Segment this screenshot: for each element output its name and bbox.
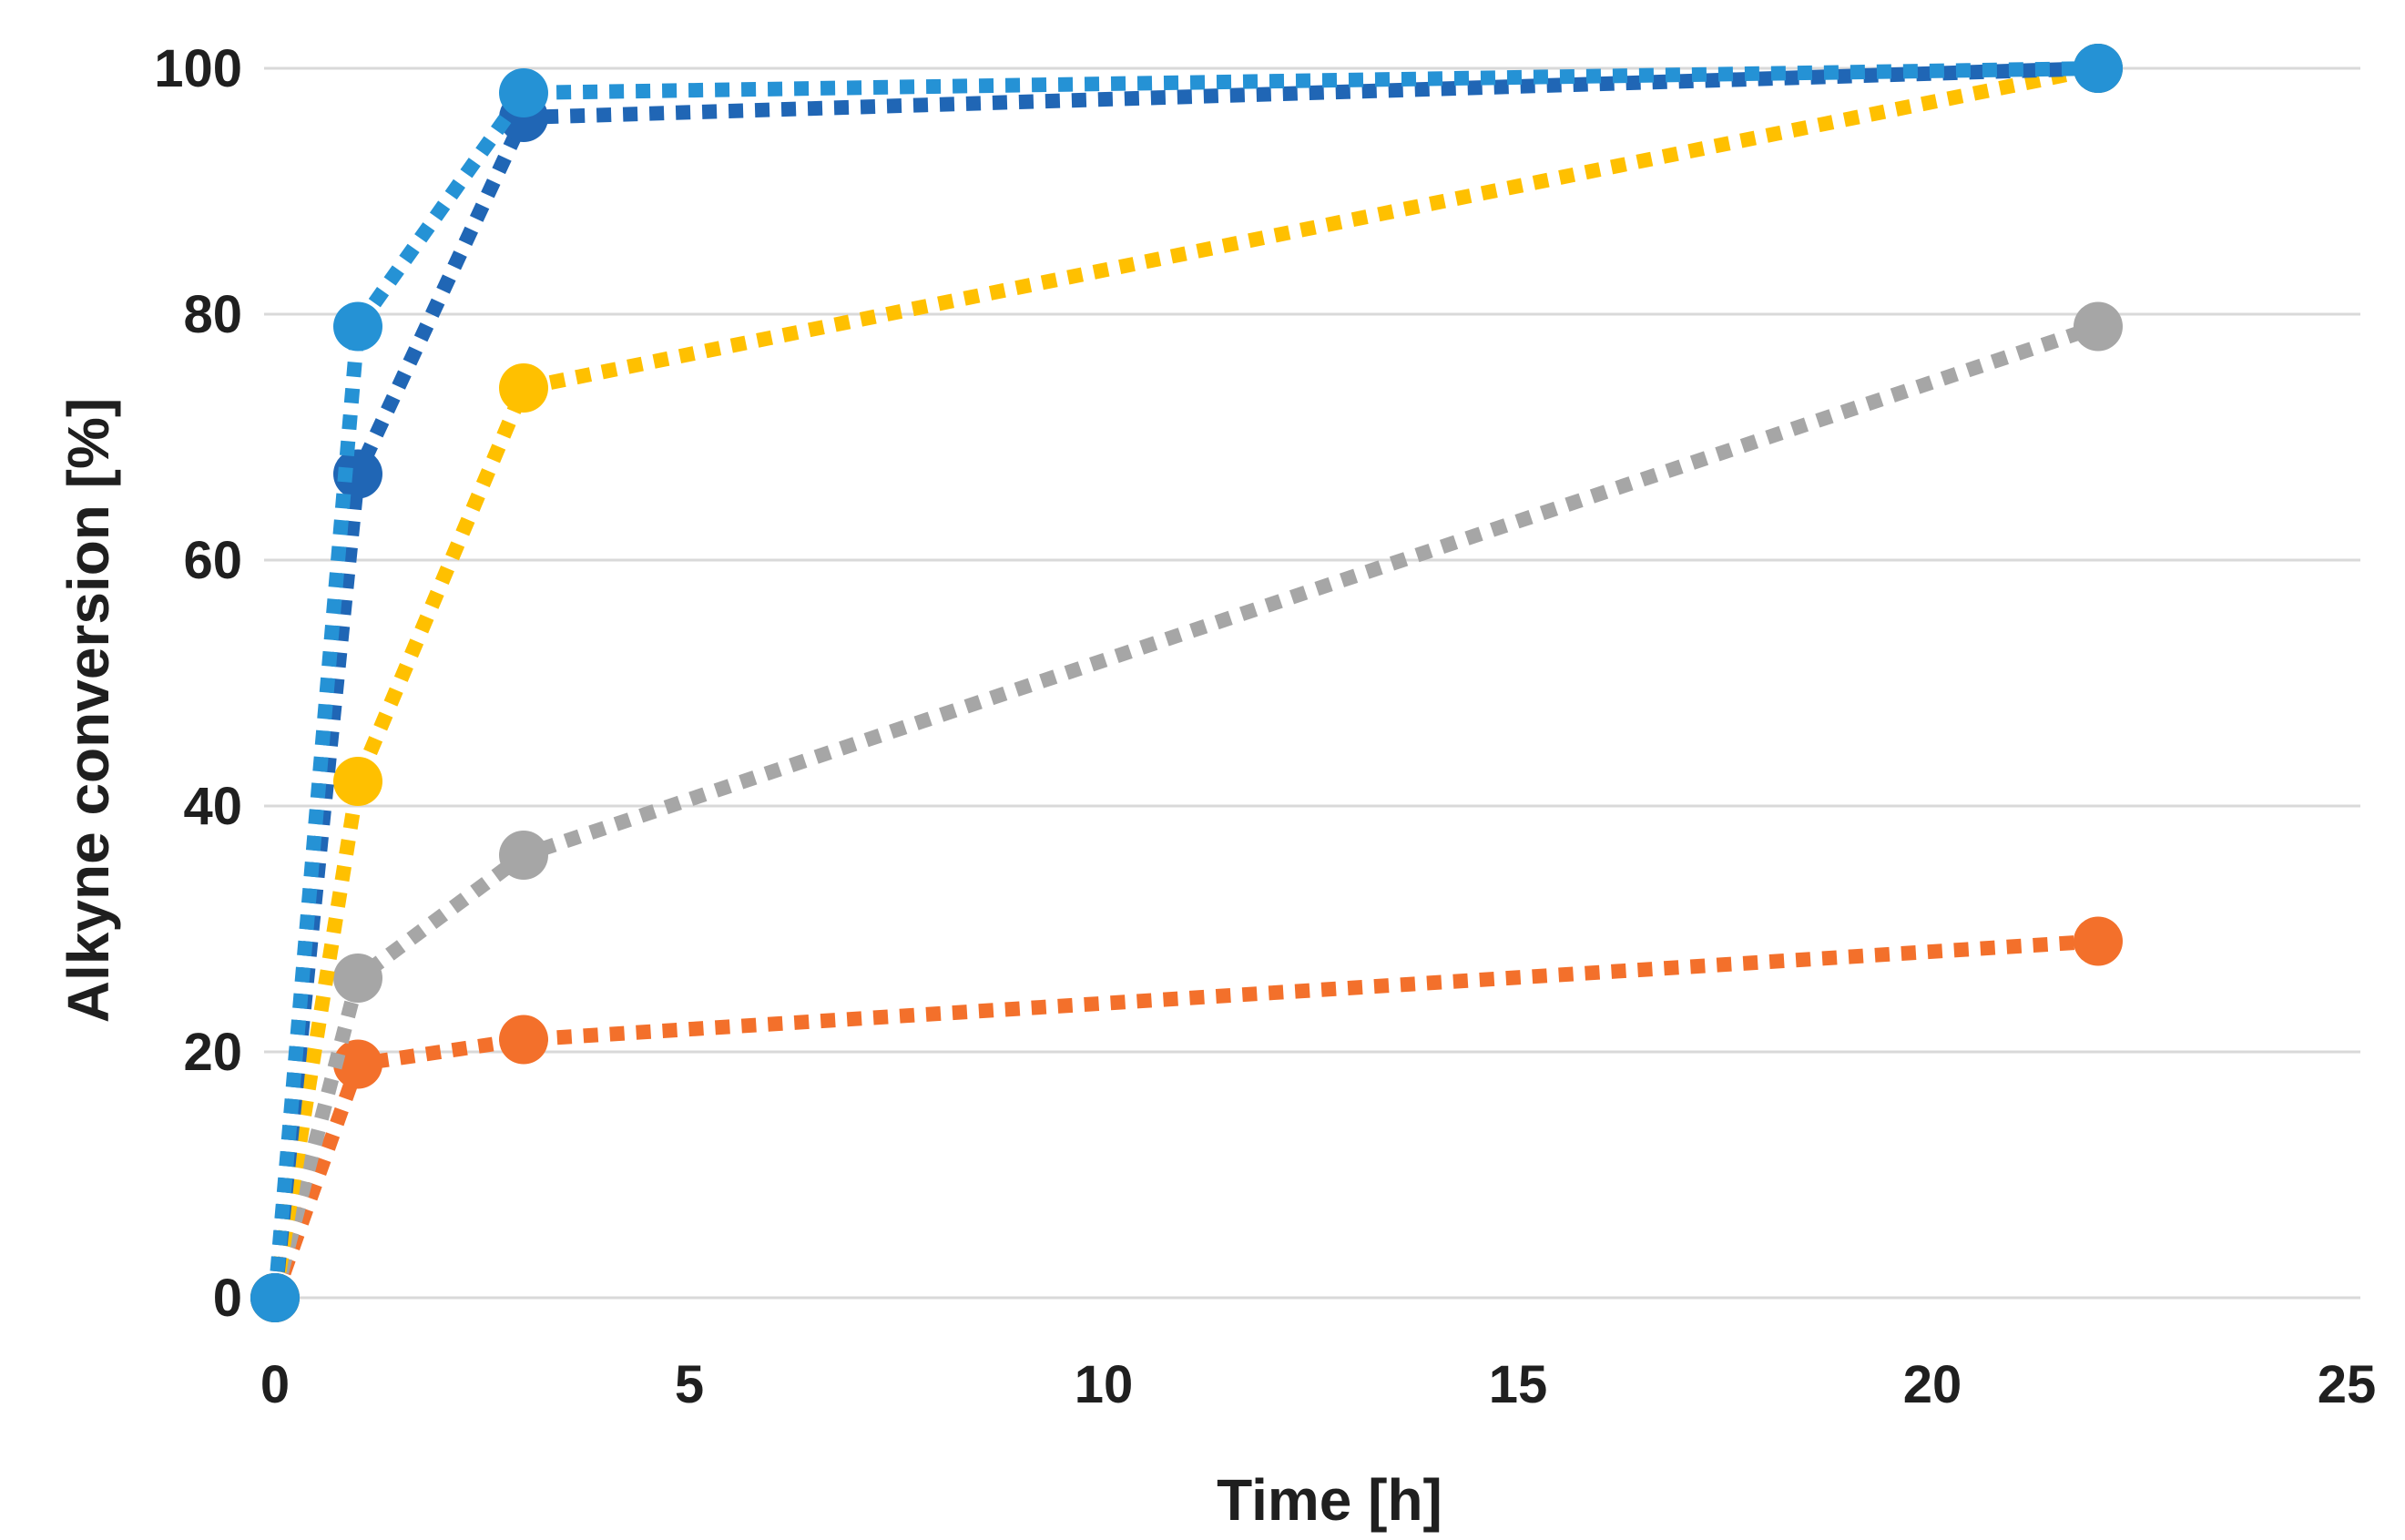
y-tick-label: 60 bbox=[183, 531, 242, 590]
series-line-dark-blue bbox=[268, 61, 2099, 1299]
data-point-orange bbox=[499, 1015, 548, 1065]
data-point-light-blue bbox=[499, 68, 548, 117]
y-tick-label: 80 bbox=[183, 285, 242, 344]
data-point-yellow bbox=[333, 757, 382, 806]
x-tick-label: 20 bbox=[1903, 1355, 1962, 1414]
series-line-gray bbox=[268, 319, 2101, 1300]
data-point-light-blue bbox=[333, 301, 382, 352]
data-point-dark-blue bbox=[333, 449, 382, 499]
x-tick-label: 5 bbox=[675, 1355, 704, 1414]
x-axis-title: Time [h] bbox=[1217, 1467, 1442, 1533]
data-point-gray bbox=[499, 831, 548, 880]
x-tick-label: 25 bbox=[2318, 1355, 2377, 1414]
x-tick-label: 15 bbox=[1489, 1355, 1548, 1414]
data-point-gray bbox=[333, 954, 382, 1003]
data-point-light-blue bbox=[2074, 44, 2123, 93]
data-point-orange bbox=[333, 1039, 382, 1089]
data-point-orange bbox=[2074, 916, 2123, 966]
series-line-orange bbox=[268, 933, 2099, 1300]
y-axis-title: Alkyne conversion [%] bbox=[56, 397, 121, 1024]
data-point-yellow bbox=[499, 363, 548, 413]
data-point-gray bbox=[2074, 301, 2123, 352]
x-tick-label: 10 bbox=[1075, 1355, 1134, 1414]
y-tick-label: 100 bbox=[154, 39, 242, 98]
series-line-yellow bbox=[268, 61, 2100, 1300]
y-tick-label: 40 bbox=[183, 777, 242, 836]
series-line-light-blue bbox=[268, 61, 2099, 1299]
y-tick-label: 0 bbox=[213, 1269, 242, 1328]
x-tick-label: 0 bbox=[260, 1355, 290, 1414]
data-point-light-blue bbox=[250, 1273, 300, 1322]
y-tick-label: 20 bbox=[183, 1023, 242, 1082]
